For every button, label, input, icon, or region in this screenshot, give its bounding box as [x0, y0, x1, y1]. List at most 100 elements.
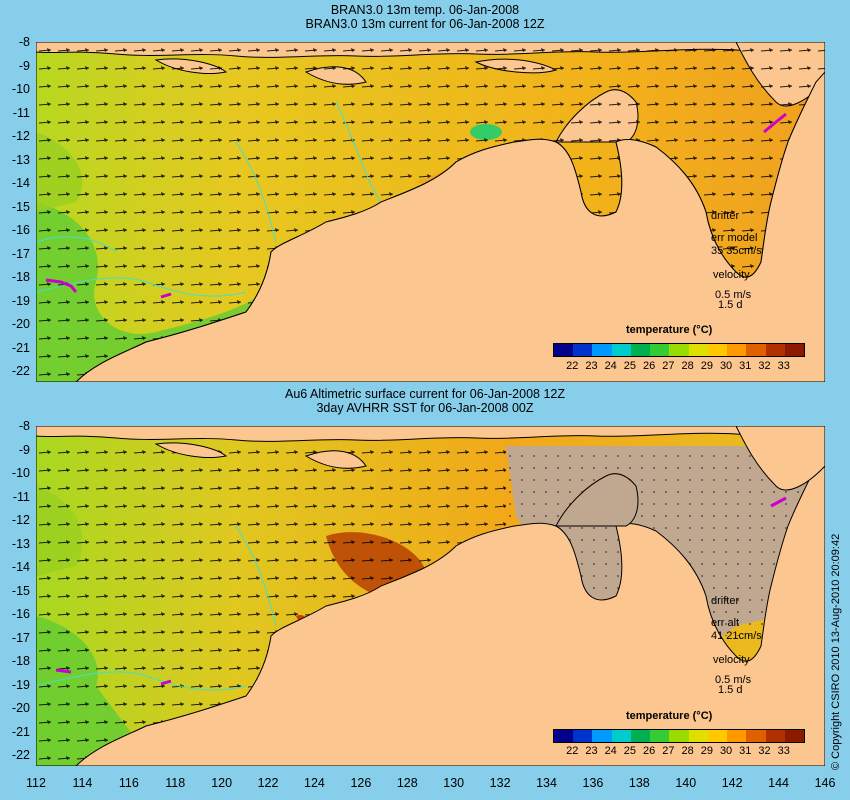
y-tick-label: -18 [11, 270, 30, 285]
y-tick-label: -10 [11, 82, 30, 97]
y-tick-label: -13 [11, 536, 30, 551]
top-panel-title-2: BRAN3.0 13m current for 06-Jan-2008 12Z [305, 17, 545, 31]
y-tick-label: -14 [11, 176, 30, 191]
drifter-track-bottom [55, 668, 72, 674]
y-tick-label: -19 [11, 293, 30, 308]
bottom-annot-drifter: drifter [711, 595, 740, 607]
colorbar-swatch [688, 730, 708, 742]
colorbar-swatch [554, 730, 574, 742]
colorbar-swatch [707, 730, 728, 742]
x-tick-label: 112 [26, 776, 46, 790]
colorbar-tick-label: 26 [643, 745, 656, 757]
y-tick-label: -19 [11, 677, 30, 692]
bottom-annot-err: err alt [711, 617, 740, 629]
y-tick-label: -16 [11, 607, 30, 622]
colorbar-swatch [784, 730, 805, 742]
y-tick-label: -21 [11, 724, 30, 739]
colorbar-swatch [650, 730, 670, 742]
colorbar-swatch [746, 344, 766, 356]
x-tick-label: 120 [211, 776, 233, 790]
colorbar-tick-label: 27 [662, 360, 675, 372]
colorbar-swatch [669, 344, 689, 356]
colorbar-tick-label: 29 [700, 745, 713, 757]
x-tick-label: 138 [628, 776, 650, 790]
x-tick-label: 136 [582, 776, 604, 790]
colorbar-swatch [573, 344, 593, 356]
y-tick-label: -15 [11, 583, 30, 598]
bottom-map-panel [36, 426, 825, 766]
bottom-annot-scale: 0.5 m/s [715, 674, 752, 686]
y-tick-label: -21 [11, 340, 30, 355]
x-tick-label: 124 [304, 776, 325, 790]
colorbar-tick-label: 23 [585, 360, 598, 372]
bottom-map-svg [36, 426, 825, 766]
colorbar-swatch [784, 344, 805, 356]
colorbar-tick-label: 25 [623, 360, 637, 372]
colorbar-swatch [727, 344, 747, 356]
bottom-colorbar [553, 729, 805, 743]
colorbar-tick-label: 28 [681, 360, 694, 372]
y-tick-label: -20 [11, 317, 30, 332]
colorbar-tick-label: 24 [604, 745, 617, 757]
y-tick-label: -9 [18, 442, 30, 457]
x-tick-label: 122 [257, 776, 279, 790]
colorbar-tick-label: 28 [681, 745, 694, 757]
y-tick-label: -18 [11, 654, 30, 669]
colorbar-swatch [707, 344, 728, 356]
colorbar-tick-label: 24 [604, 360, 617, 372]
bottom-panel-title-1: Au6 Altimetric surface current for 06-Ja… [285, 387, 565, 401]
colorbar-swatch [554, 344, 574, 356]
colorbar-tick-label: 22 [566, 745, 579, 757]
colorbar-tick-label: 32 [758, 360, 771, 372]
x-tick-label: 116 [118, 776, 139, 790]
top-annot-drifter: drifter [711, 210, 740, 222]
top-colorbar-title: temperature (°C) [626, 324, 713, 336]
x-tick-label: 118 [165, 776, 186, 790]
y-tick-label: -17 [11, 246, 30, 261]
y-tick-label: -22 [11, 748, 30, 763]
y-tick-label: -10 [11, 466, 30, 481]
y-tick-label: -22 [11, 364, 30, 379]
top-annot-velocity: velocity [713, 269, 750, 281]
x-tick-label: 132 [489, 776, 511, 790]
y-tick-label: -16 [11, 223, 30, 238]
y-tick-label: -8 [18, 419, 30, 433]
colorbar-swatch [630, 344, 651, 356]
colorbar-tick-label: 23 [585, 745, 598, 757]
top-colorbar [553, 343, 805, 357]
colorbar-swatch [611, 344, 631, 356]
x-tick-label: 142 [721, 776, 743, 790]
bottom-annot-velocity: velocity [713, 654, 750, 666]
colorbar-swatch [765, 730, 785, 742]
y-tick-label: -12 [11, 513, 30, 528]
australia-land-bottom [75, 455, 825, 766]
colorbar-swatch [592, 344, 612, 356]
copyright-text: © Copyright CSIRO 2010 13-Aug-2010 20:09… [830, 533, 842, 770]
x-tick-label: 146 [814, 776, 836, 790]
colorbar-tick-label: 33 [777, 745, 790, 757]
colorbar-swatch [746, 730, 766, 742]
x-tick-label: 130 [443, 776, 465, 790]
colorbar-tick-label: 26 [643, 360, 656, 372]
bottom-panel-title-2: 3day AVHRR SST for 06-Jan-2008 00Z [316, 401, 534, 415]
x-tick-label: 128 [396, 776, 418, 790]
bottom-colorbar-title: temperature (°C) [626, 710, 713, 722]
y-tick-label: -11 [12, 105, 30, 120]
colorbar-tick-label: 27 [662, 745, 675, 757]
top-map-svg [36, 42, 825, 382]
x-tick-label: 134 [536, 776, 557, 790]
y-tick-label: -17 [11, 630, 30, 645]
colorbar-tick-label: 31 [739, 745, 752, 757]
colorbar-swatch [592, 730, 612, 742]
colorbar-tick-label: 30 [719, 745, 733, 757]
drifter-track [45, 278, 78, 293]
y-tick-label: -20 [11, 701, 30, 716]
x-tick-label: 144 [768, 776, 789, 790]
colorbar-swatch [765, 344, 785, 356]
top-annot-err: err model [711, 232, 758, 244]
colorbar-tick-label: 32 [758, 745, 771, 757]
colorbar-swatch [650, 344, 670, 356]
bottom-annot-days: 1.5 d [718, 684, 743, 696]
bottom-annot-speed: 41 21cm/s [711, 630, 762, 642]
colorbar-swatch [573, 730, 593, 742]
